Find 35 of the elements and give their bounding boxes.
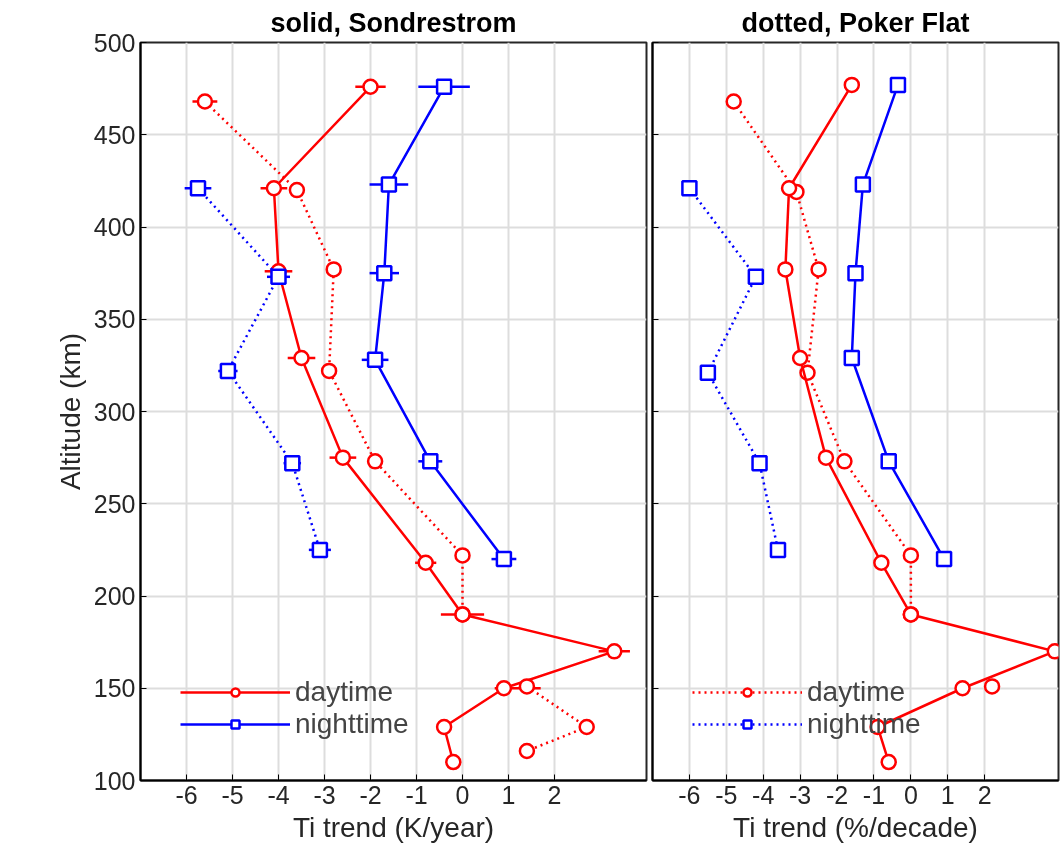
x-tick-label: 0 [455, 780, 470, 809]
y-tick-label: 350 [93, 305, 136, 334]
x-tick-label: -3 [789, 780, 812, 809]
y-tick-label: 100 [93, 766, 136, 795]
x-tick-label: 2 [547, 780, 562, 809]
y-tick-label: 400 [93, 213, 136, 241]
x-axis-title: Ti trend (%/decade) [733, 811, 978, 843]
x-tick-label: 0 [903, 780, 918, 809]
x-tick-label: -6 [678, 780, 701, 809]
x-tick-label: 1 [940, 780, 955, 809]
x-tick-label: 2 [977, 780, 992, 809]
x-tick-label: -1 [862, 780, 886, 809]
y-tick-label: 200 [93, 582, 136, 610]
x-tick-label: -2 [825, 780, 849, 809]
x-tick-label: 1 [501, 780, 516, 809]
y-tick-label: 450 [93, 120, 136, 149]
x-tick-label: -4 [267, 780, 290, 809]
x-tick-label: -3 [313, 780, 336, 809]
chart-title: solid, Sondrestrom [270, 7, 517, 38]
legend-label: daytime [295, 676, 394, 708]
legend-label: nighttime [295, 708, 409, 740]
x-tick-label: -5 [715, 780, 738, 809]
chart-title: dotted, Poker Flat [741, 7, 970, 38]
x-tick-label: -1 [405, 780, 428, 809]
x-tick-label: -5 [221, 780, 244, 809]
x-axis-title: Ti trend (K/year) [292, 811, 495, 843]
x-tick-label: -6 [175, 780, 198, 809]
y-tick-label: 150 [93, 674, 136, 703]
y-tick-label: 250 [93, 489, 136, 518]
y-tick-label: 500 [93, 28, 136, 57]
y-axis-title: Altitude (km) [54, 332, 86, 491]
legend-label: daytime [807, 676, 906, 708]
x-tick-label: -4 [752, 780, 775, 809]
x-tick-label: -2 [359, 780, 382, 809]
y-tick-label: 300 [93, 397, 136, 426]
